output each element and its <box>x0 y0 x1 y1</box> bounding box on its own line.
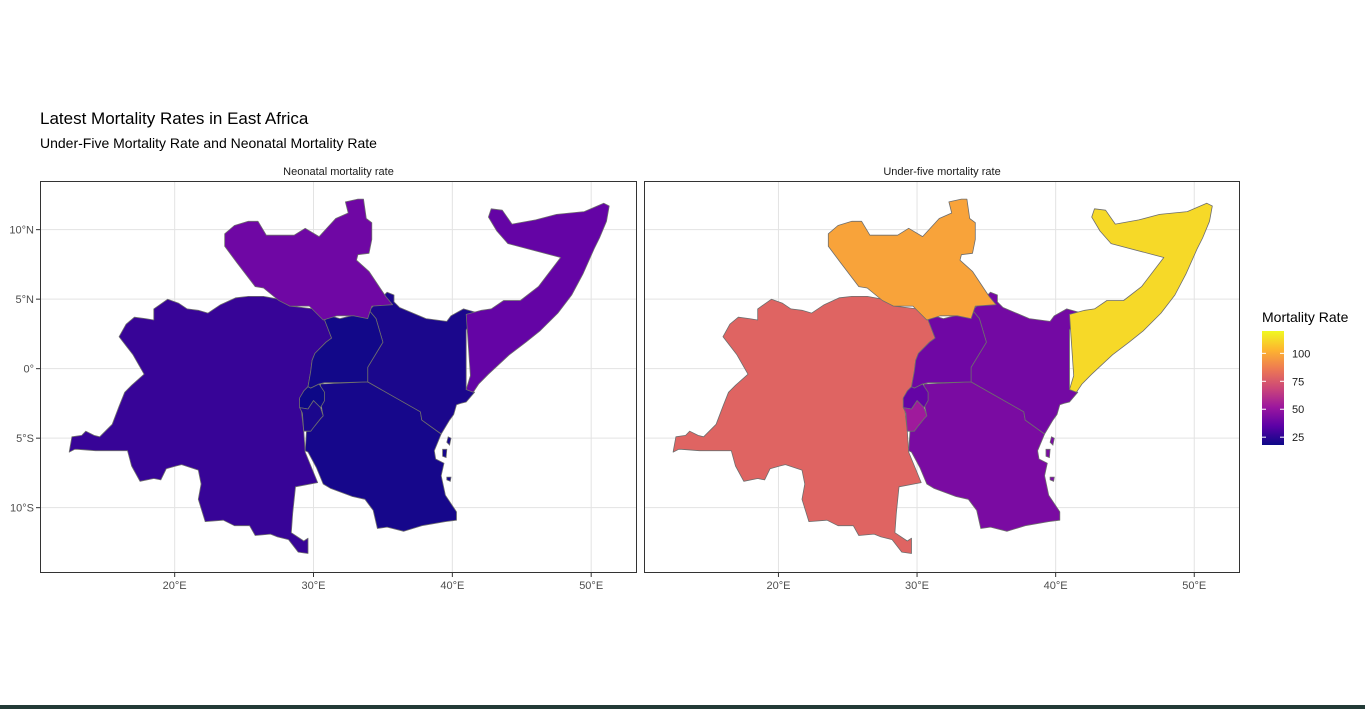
legend-title: Mortality Rate <box>1262 309 1349 325</box>
x-tick-label: 20°E <box>163 580 187 592</box>
x-tick-label: 30°E <box>302 580 326 592</box>
country-drc <box>672 295 936 554</box>
country-tanzania-island <box>446 436 452 446</box>
map-panel-1: Neonatal mortality rate 20°E 30°E 40°E 50°E 1… <box>9 166 637 592</box>
country-somalia <box>465 202 610 393</box>
country-south-sudan <box>224 198 394 321</box>
country-burundi <box>299 400 324 432</box>
x-tick-label: 40°E <box>1044 580 1068 592</box>
legend-tick-label: 25 <box>1292 432 1304 444</box>
countries <box>672 198 1213 554</box>
x-tick-label: 50°E <box>579 580 603 592</box>
legend-tick-label: 75 <box>1292 376 1304 388</box>
map-panel-2: Under-five mortality rate 20°E 30°E 40°E 50°… <box>644 166 1240 592</box>
panel-border <box>40 181 637 573</box>
x-tick-label: 20°E <box>766 580 790 592</box>
bottom-bar <box>0 705 1365 709</box>
country-somalia <box>1069 202 1213 393</box>
x-tick-label: 30°E <box>905 580 929 592</box>
country-tanzania-island <box>446 476 452 482</box>
country-south-sudan <box>827 198 997 321</box>
facet-label: Under-five mortality rate <box>883 166 1000 178</box>
legend-tick-label: 50 <box>1292 404 1304 416</box>
country-tanzania-island <box>1049 476 1055 482</box>
legend: 25 50 75 100 <box>1262 331 1310 445</box>
y-tick-label: 5°N <box>16 294 35 306</box>
country-tanzania-island <box>442 448 448 459</box>
y-tick-label: 5°S <box>16 433 34 445</box>
y-tick-label: 10°N <box>9 225 34 237</box>
country-burundi <box>902 400 928 432</box>
country-drc <box>68 295 333 554</box>
countries <box>68 198 610 554</box>
country-tanzania-island <box>1049 436 1055 446</box>
country-tanzania-island <box>1045 448 1051 459</box>
x-tick-label: 50°E <box>1182 580 1206 592</box>
legend-tick-label: 100 <box>1292 348 1310 360</box>
x-tick-label: 40°E <box>440 580 464 592</box>
panel-border <box>644 181 1240 573</box>
plot-subtitle: Under-Five Mortality Rate and Neonatal M… <box>40 135 377 151</box>
facet-label: Neonatal mortality rate <box>283 166 394 178</box>
legend-colorbar <box>1262 331 1284 445</box>
y-tick-label: 0° <box>23 364 34 376</box>
y-tick-label: 10°S <box>10 503 34 515</box>
plot-title: Latest Mortality Rates in East Africa <box>40 109 309 128</box>
